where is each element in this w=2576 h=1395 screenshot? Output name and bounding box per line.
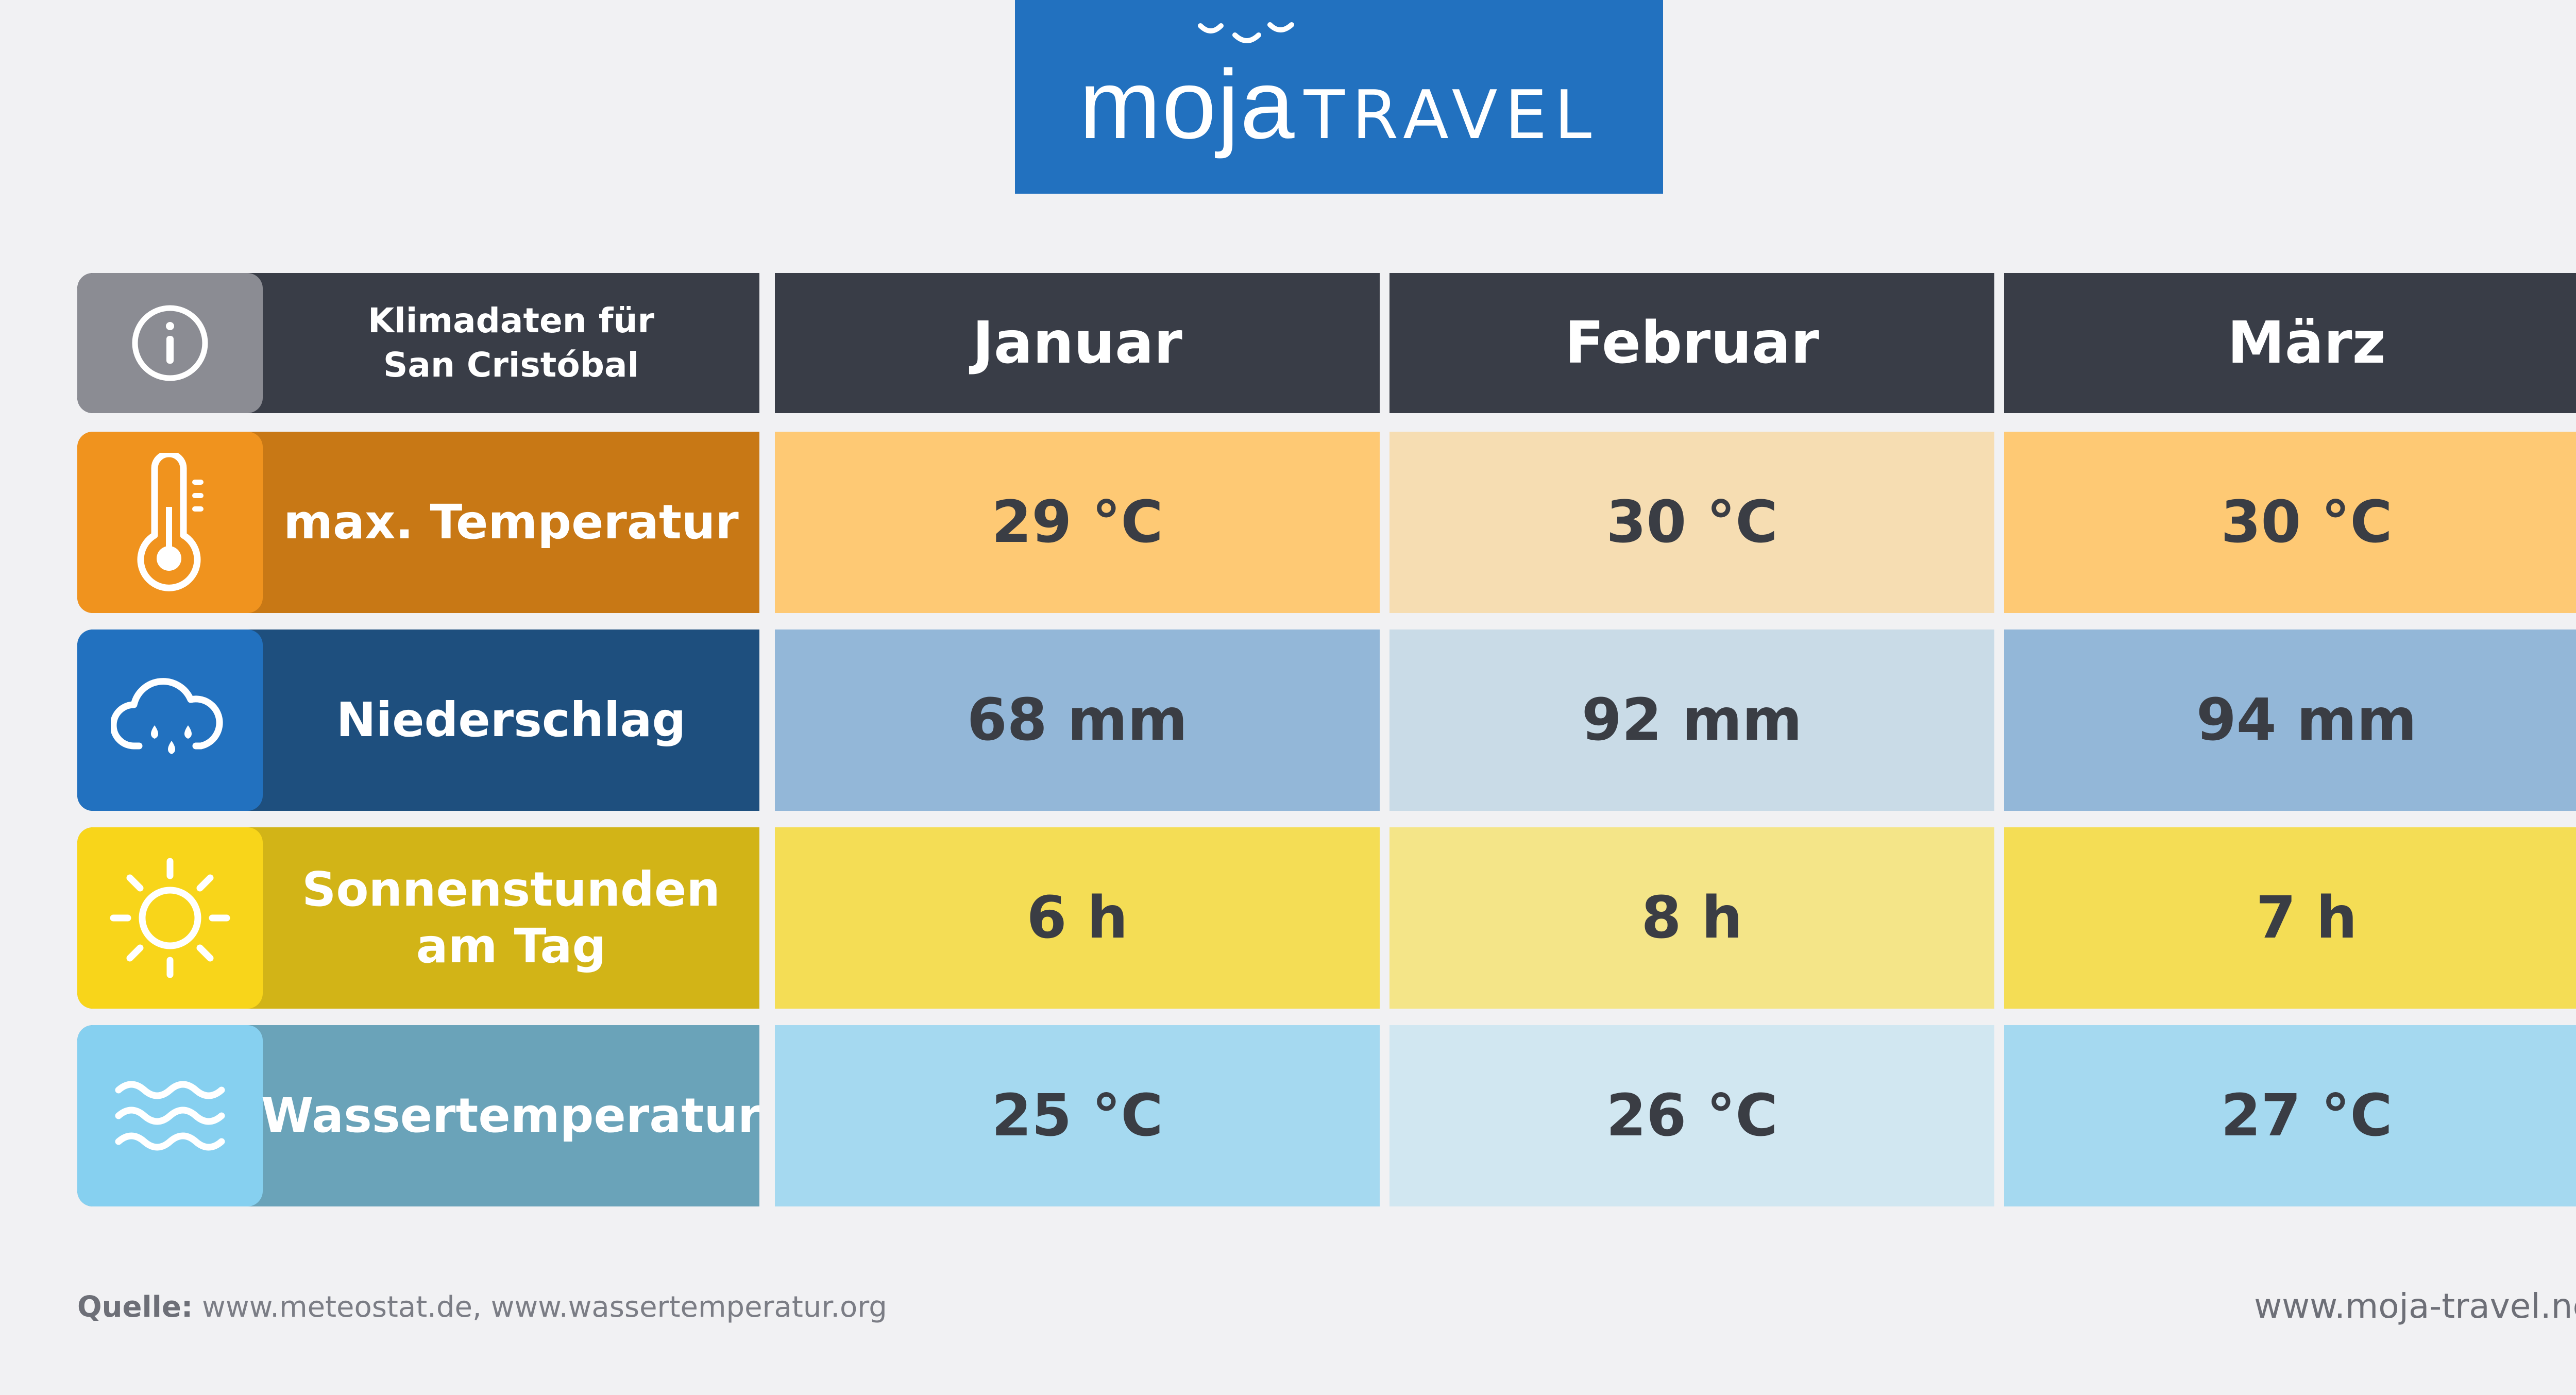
- logo-brand-text: moja: [1079, 50, 1296, 159]
- sunshine-january: 6 h: [775, 827, 1380, 1009]
- water-temperature-label-cell: Wassertemperatur: [77, 1025, 759, 1206]
- temperature-march: 30 °C: [2004, 432, 2576, 613]
- precipitation-february: 92 mm: [1389, 630, 1994, 811]
- source-label: Quelle:: [77, 1290, 193, 1324]
- logo-suffix-text: TRAVEL: [1303, 76, 1599, 154]
- precipitation-march: 94 mm: [2004, 630, 2576, 811]
- temperature-label-cell: max. Temperatur: [77, 432, 759, 613]
- month-january: Januar: [775, 273, 1380, 413]
- water-temperature-january: 25 °C: [775, 1025, 1380, 1206]
- thermometer-icon: [137, 453, 204, 591]
- precipitation-label: Niederschlag: [336, 692, 686, 747]
- precipitation-label-cell: Niederschlag: [77, 630, 759, 811]
- climate-data-title: Klimadaten für San Cristóbal: [367, 301, 654, 385]
- temperature-icon-box: [77, 432, 263, 613]
- info-icon-box: [77, 273, 263, 413]
- waves-icon: [115, 1081, 225, 1151]
- info-icon: [132, 305, 208, 381]
- temperature-january: 29 °C: [775, 432, 1380, 613]
- water-temperature-icon-box: [77, 1025, 263, 1206]
- water-temperature-label: Wassertemperatur: [261, 1087, 759, 1143]
- temperature-february: 30 °C: [1389, 432, 1994, 613]
- temperature-label: max. Temperatur: [283, 494, 739, 550]
- sunshine-icon-box: [77, 827, 263, 1009]
- month-march: März: [2004, 273, 2576, 413]
- sunshine-february: 8 h: [1389, 827, 1994, 1009]
- sunshine-label: Sonnenstunden am Tag: [302, 861, 720, 974]
- brand-logo: moja TRAVEL: [1015, 0, 1663, 194]
- birds-icon: [1197, 22, 1294, 43]
- source-note: Quelle: www.meteostat.de, www.wassertemp…: [77, 1290, 887, 1324]
- source-text: www.meteostat.de, www.wassertemperatur.o…: [193, 1290, 887, 1324]
- rain-cloud-icon: [111, 678, 223, 754]
- sun-icon: [110, 858, 230, 978]
- precipitation-january: 68 mm: [775, 630, 1380, 811]
- water-temperature-march: 27 °C: [2004, 1025, 2576, 1206]
- water-temperature-february: 26 °C: [1389, 1025, 1994, 1206]
- precipitation-icon-box: [77, 630, 263, 811]
- month-february: Februar: [1389, 273, 1994, 413]
- header-label-cell: Klimadaten für San Cristóbal: [77, 273, 759, 413]
- sunshine-label-cell: Sonnenstunden am Tag: [77, 827, 759, 1009]
- website-url: www.moja-travel.net: [2254, 1286, 2576, 1326]
- sunshine-march: 7 h: [2004, 827, 2576, 1009]
